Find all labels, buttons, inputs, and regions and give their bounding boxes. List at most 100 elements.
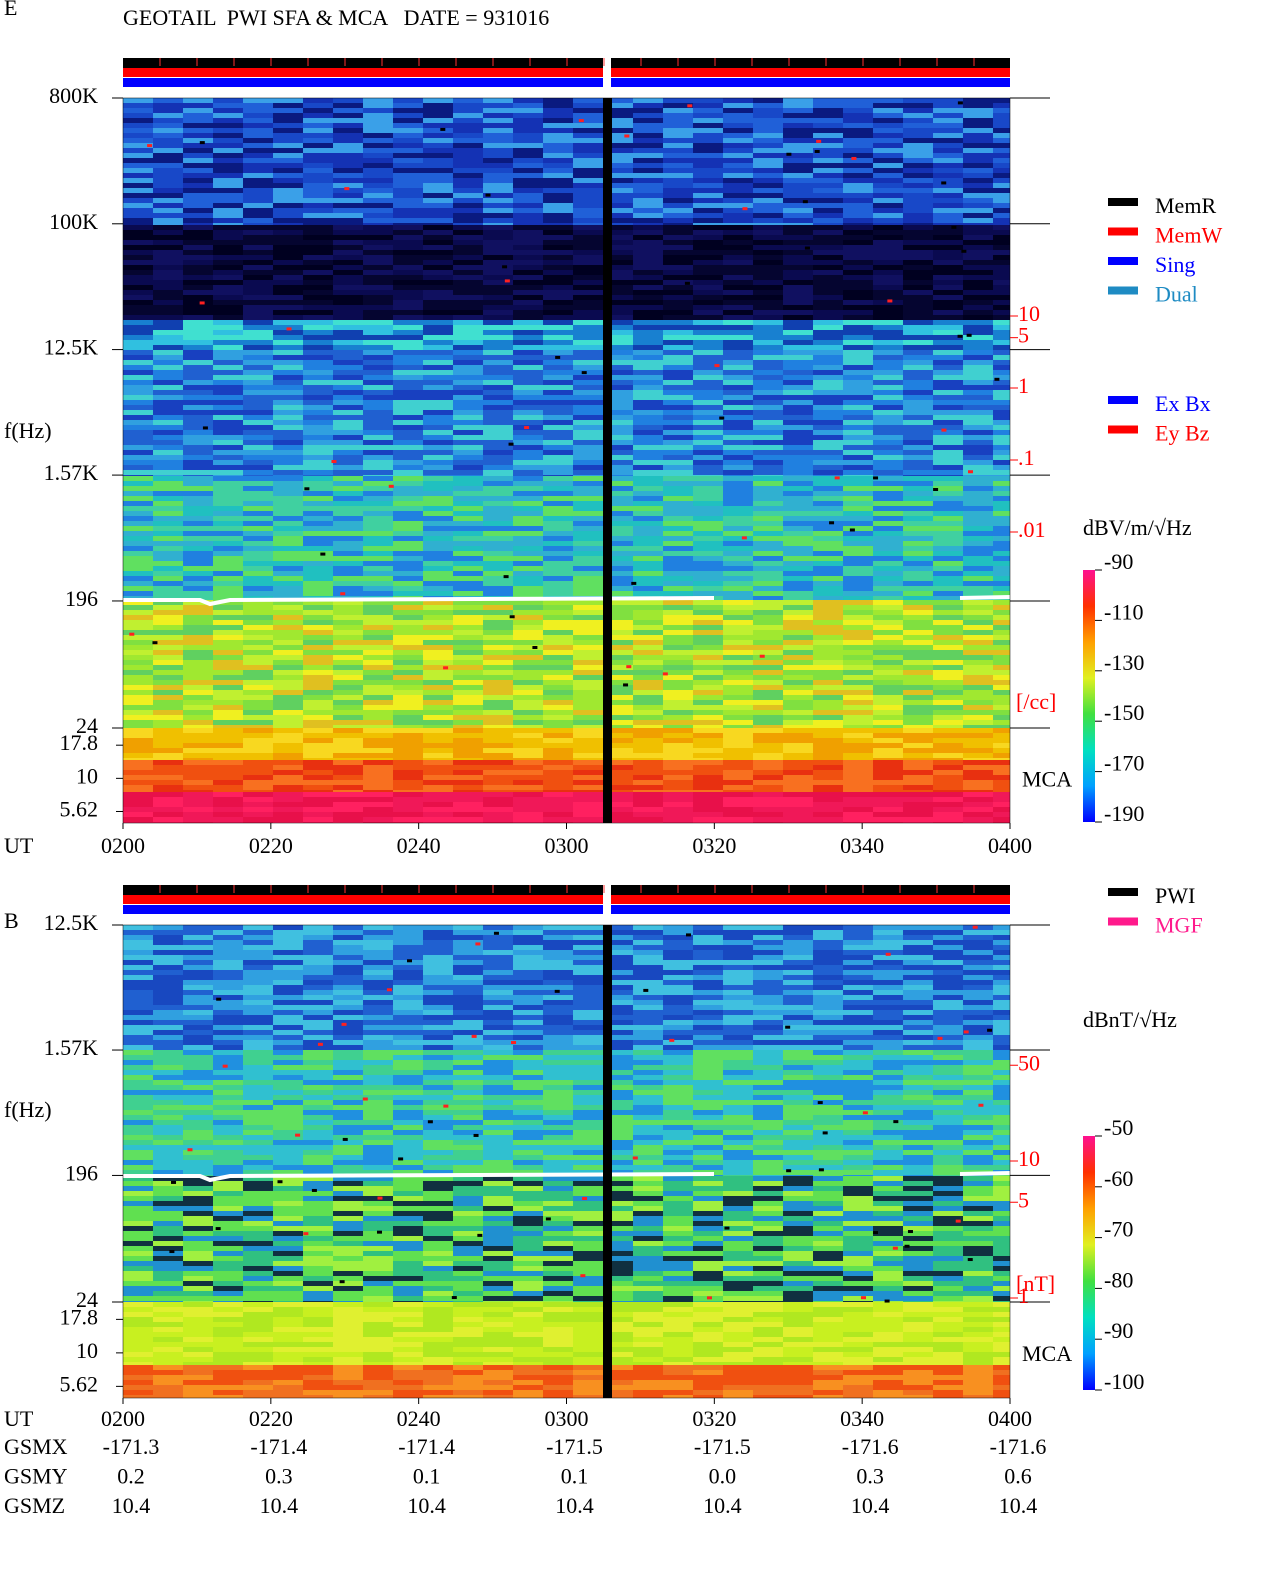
spectrogram-cell xyxy=(363,685,393,690)
spectrogram-cell xyxy=(513,511,543,516)
spectrogram-cell xyxy=(363,178,393,183)
spectrogram-cell xyxy=(693,173,723,178)
spectrogram-cell xyxy=(333,790,363,792)
spectrogram-cell xyxy=(453,770,483,775)
spectrogram-cell xyxy=(483,350,513,355)
spectrogram-cell xyxy=(603,340,633,345)
spectrogram-cell xyxy=(573,345,603,350)
spectrogram-cell xyxy=(603,178,633,183)
spectrogram-cell xyxy=(273,812,303,817)
spectrogram-cell xyxy=(993,802,1010,807)
spectrogram-cell xyxy=(783,430,813,435)
spectrogram-cell xyxy=(993,98,1010,103)
spectrogram-cell xyxy=(723,118,753,123)
spectrogram-cell xyxy=(663,310,693,315)
spectrogram-cell xyxy=(753,511,783,516)
spectrogram-cell xyxy=(213,546,243,551)
spectrogram-cell xyxy=(753,733,783,738)
spectrogram-cell xyxy=(573,556,603,561)
spectrogram-cell xyxy=(393,635,423,640)
spectrogram-cell xyxy=(663,780,693,785)
spectrogram-cell xyxy=(393,270,423,275)
spectrogram-cell xyxy=(303,173,333,178)
spectrogram-cell xyxy=(963,812,993,817)
spectrogram-cell xyxy=(933,230,963,235)
spectrogram-cell xyxy=(543,541,573,546)
spectrogram-cell xyxy=(633,710,663,715)
spectrogram-cell xyxy=(693,531,723,536)
spectrogram-cell xyxy=(453,625,483,630)
spectrogram-cell xyxy=(603,780,633,785)
spectrogram-cell xyxy=(783,481,813,486)
spectrogram-cell xyxy=(423,521,453,526)
spectrogram-cell xyxy=(303,225,333,230)
spectrogram-cell xyxy=(423,415,453,420)
spectrogram-cell xyxy=(243,511,273,516)
spectrogram-cell xyxy=(873,516,903,521)
spectrogram-cell xyxy=(663,193,693,198)
spectrogram-cell xyxy=(873,395,903,400)
spectrogram-cell xyxy=(123,113,153,118)
spectrogram-cell xyxy=(333,531,363,536)
spectrogram-cell xyxy=(963,486,993,491)
spectrogram-cell xyxy=(663,223,693,225)
spectrogram-cell xyxy=(423,785,453,790)
spectrogram-cell xyxy=(723,536,753,541)
spectrogram-cell xyxy=(123,188,153,193)
spectrogram-cell xyxy=(393,640,423,645)
spectrogram-cell xyxy=(513,223,543,225)
spectrogram-cell xyxy=(273,620,303,625)
spectrogram-cell xyxy=(363,748,393,753)
spectrogram-cell xyxy=(183,738,213,743)
spectrogram-cell xyxy=(183,375,213,380)
spectrogram-cell xyxy=(183,118,213,123)
spectrogram-cell xyxy=(483,496,513,501)
spectrogram-cell xyxy=(633,556,663,561)
spectrogram-cell xyxy=(573,420,603,425)
spectrogram-cell xyxy=(303,481,333,486)
spectrogram-cell xyxy=(543,188,573,193)
spectrogram-cell xyxy=(453,945,483,950)
spectrogram-cell xyxy=(333,103,363,108)
spectrogram-cell xyxy=(753,245,783,250)
spectrogram-cell xyxy=(333,725,363,728)
spectrogram-cell xyxy=(393,785,423,790)
spectrogram-cell xyxy=(603,475,633,476)
spectrogram-cell xyxy=(423,168,453,173)
spectrogram-cell xyxy=(843,148,873,153)
spectrogram-cell xyxy=(843,770,873,775)
spectrogram-cell xyxy=(753,556,783,561)
spectrogram-cell xyxy=(843,123,873,128)
spectrogram-cell xyxy=(243,935,273,940)
spectrogram-cell xyxy=(243,183,273,188)
spectrogram-cell xyxy=(123,635,153,640)
spectrogram-cell xyxy=(453,733,483,738)
spectrogram-cell xyxy=(993,460,1010,465)
spectrogram-cell xyxy=(153,511,183,516)
spectrogram-cell xyxy=(393,521,423,526)
spectrogram-cell xyxy=(183,300,213,305)
spectrogram-cell xyxy=(723,350,753,355)
spectrogram-cell xyxy=(393,650,423,655)
spectrogram-cell xyxy=(483,225,513,230)
spectrogram-cell xyxy=(633,610,663,615)
spectrogram-cell xyxy=(393,807,423,812)
spectrogram-cell xyxy=(813,521,843,526)
spectrogram-cell xyxy=(663,650,693,655)
spectrogram-cell xyxy=(153,660,183,665)
spectrogram-cell xyxy=(723,650,753,655)
spectrogram-cell xyxy=(723,113,753,118)
spectrogram-cell xyxy=(123,123,153,128)
spectrogram-cell xyxy=(633,940,663,945)
spectrogram-cell xyxy=(483,705,513,710)
spectrogram-cell xyxy=(333,370,363,375)
spectrogram-cell xyxy=(213,486,243,491)
spectrogram-cell xyxy=(423,365,453,370)
spectrogram-cell xyxy=(723,925,753,930)
spectrogram-cell xyxy=(843,822,873,823)
spectrogram-cell xyxy=(723,511,753,516)
spectrogram-cell xyxy=(423,536,453,541)
spectrogram-cell xyxy=(963,168,993,173)
spectrogram-cell xyxy=(453,615,483,620)
spectrogram-cell xyxy=(513,415,543,420)
